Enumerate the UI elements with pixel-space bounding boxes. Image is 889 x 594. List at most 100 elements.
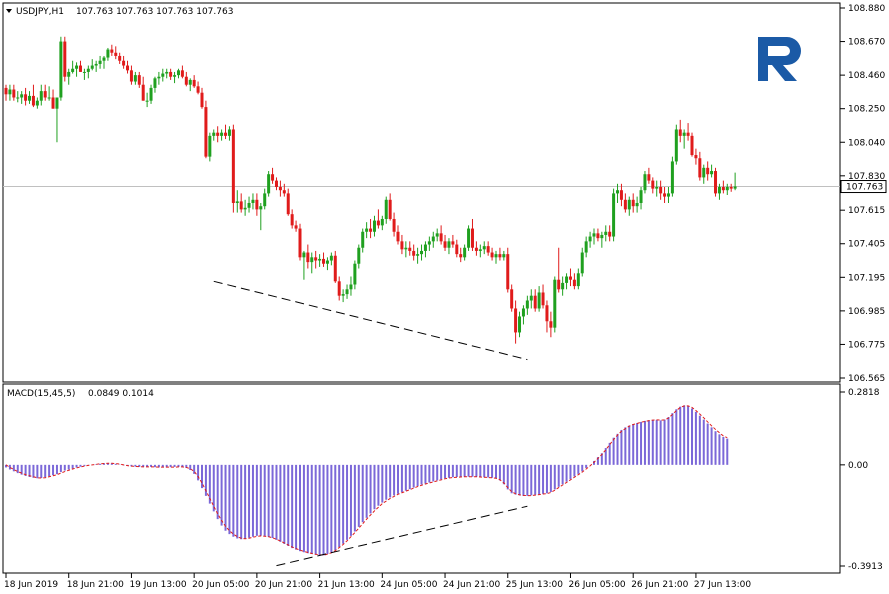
- candle-body: [733, 186, 737, 189]
- candle-body: [541, 292, 545, 306]
- panel-frames: [2, 2, 841, 574]
- candle-body: [137, 75, 141, 85]
- candle-body: [28, 95, 32, 101]
- candle-body: [666, 193, 670, 197]
- candle-body: [259, 206, 263, 210]
- candle-body: [521, 308, 525, 317]
- price-y-tick-label: 108.250: [848, 105, 885, 115]
- candle-body: [643, 174, 647, 191]
- current-price-badge: [840, 180, 887, 194]
- candle-body: [247, 202, 251, 208]
- candle-body: [533, 295, 537, 309]
- candle-body: [361, 231, 365, 248]
- candle-body: [263, 193, 267, 207]
- candle-body: [157, 76, 161, 79]
- candle-body: [325, 260, 329, 264]
- macd-title: MACD(15,45,5): [7, 389, 75, 399]
- candle-body: [604, 231, 608, 235]
- candle-body: [318, 258, 322, 261]
- candle-body: [333, 255, 337, 282]
- candle-body: [129, 70, 133, 82]
- candle-body: [698, 158, 702, 178]
- candle-body: [55, 97, 59, 109]
- x-tick-label: 21 Jun 13:00: [318, 580, 375, 590]
- candle-body: [106, 49, 110, 58]
- candle-body: [725, 187, 729, 191]
- candle-body: [102, 57, 106, 61]
- candle-body: [592, 233, 596, 237]
- candle-body: [494, 254, 498, 258]
- candle-body: [133, 75, 137, 82]
- candle-body: [490, 252, 494, 258]
- macd-signal-line: [5, 405, 728, 556]
- candle-body: [16, 97, 20, 99]
- candle-body: [545, 305, 549, 322]
- candle-body: [161, 73, 165, 77]
- candle-body: [514, 308, 518, 333]
- candle-body: [451, 241, 455, 245]
- current-price-label: 107.763: [846, 183, 883, 193]
- candle-body: [145, 100, 149, 102]
- candle-body: [647, 174, 651, 181]
- candle-body: [408, 247, 412, 251]
- price-y-tick-label: 108.040: [848, 138, 885, 148]
- candle-body: [721, 187, 725, 191]
- candle-body: [443, 241, 447, 248]
- candle-body: [486, 246, 490, 253]
- candle-body: [294, 225, 298, 229]
- candle-body: [224, 132, 228, 136]
- x-tick-label: 18 Jun 2019: [4, 580, 58, 590]
- candle-body: [572, 279, 576, 287]
- candle-body: [553, 279, 557, 328]
- price-y-tick-label: 108.880: [848, 4, 885, 14]
- candle-body: [153, 78, 157, 88]
- price-y-tick-label: 106.985: [848, 307, 885, 317]
- candle-body: [165, 71, 169, 74]
- candle-body: [463, 247, 467, 258]
- candle-body: [435, 233, 439, 237]
- candle-body: [180, 70, 184, 77]
- candle-body: [420, 250, 424, 255]
- candle-body: [537, 292, 541, 309]
- candle-body: [43, 91, 47, 98]
- candle-body: [251, 199, 255, 203]
- candle-body: [8, 89, 12, 95]
- candle-body: [412, 250, 416, 256]
- macd-marks: [5, 405, 729, 567]
- candle-body: [322, 258, 326, 264]
- candle-body: [635, 202, 639, 207]
- price-y-tick-label: 108.460: [848, 71, 885, 81]
- candle-body: [126, 65, 130, 71]
- candle-body: [227, 129, 231, 136]
- candle-body: [506, 254, 510, 290]
- candle-body: [396, 231, 400, 242]
- candle-body: [455, 244, 459, 255]
- x-tick-label: 26 Jun 21:00: [631, 580, 688, 590]
- candle-body: [278, 187, 282, 191]
- macd-y-tick-label: 0.2818: [848, 388, 880, 398]
- candle-body: [549, 321, 553, 328]
- candle-body: [196, 86, 200, 93]
- candle-body: [345, 289, 349, 295]
- candle-body: [651, 180, 655, 189]
- candle-body: [670, 161, 674, 194]
- ohlc-values: 107.763 107.763 107.763 107.763: [76, 7, 233, 17]
- candle-body: [235, 201, 239, 203]
- price-y-tick-label: 106.565: [848, 374, 885, 384]
- candle-body: [67, 71, 71, 77]
- macd-values: 0.0849 0.1014: [88, 389, 154, 399]
- candle-body: [204, 107, 208, 157]
- candle-body: [63, 41, 67, 77]
- macd-header: MACD(15,45,5) 0.0849 0.1014: [7, 389, 154, 399]
- candle-body: [682, 132, 686, 136]
- candle-body: [365, 228, 369, 232]
- candle-body: [404, 247, 408, 250]
- candle-body: [20, 94, 24, 98]
- candle-body: [729, 187, 733, 189]
- candle-body: [702, 167, 706, 178]
- candle-body: [302, 252, 306, 258]
- candle-body: [337, 281, 341, 296]
- candle-body: [51, 97, 55, 109]
- candle-body: [47, 97, 51, 99]
- triangle-down-icon[interactable]: [6, 9, 12, 13]
